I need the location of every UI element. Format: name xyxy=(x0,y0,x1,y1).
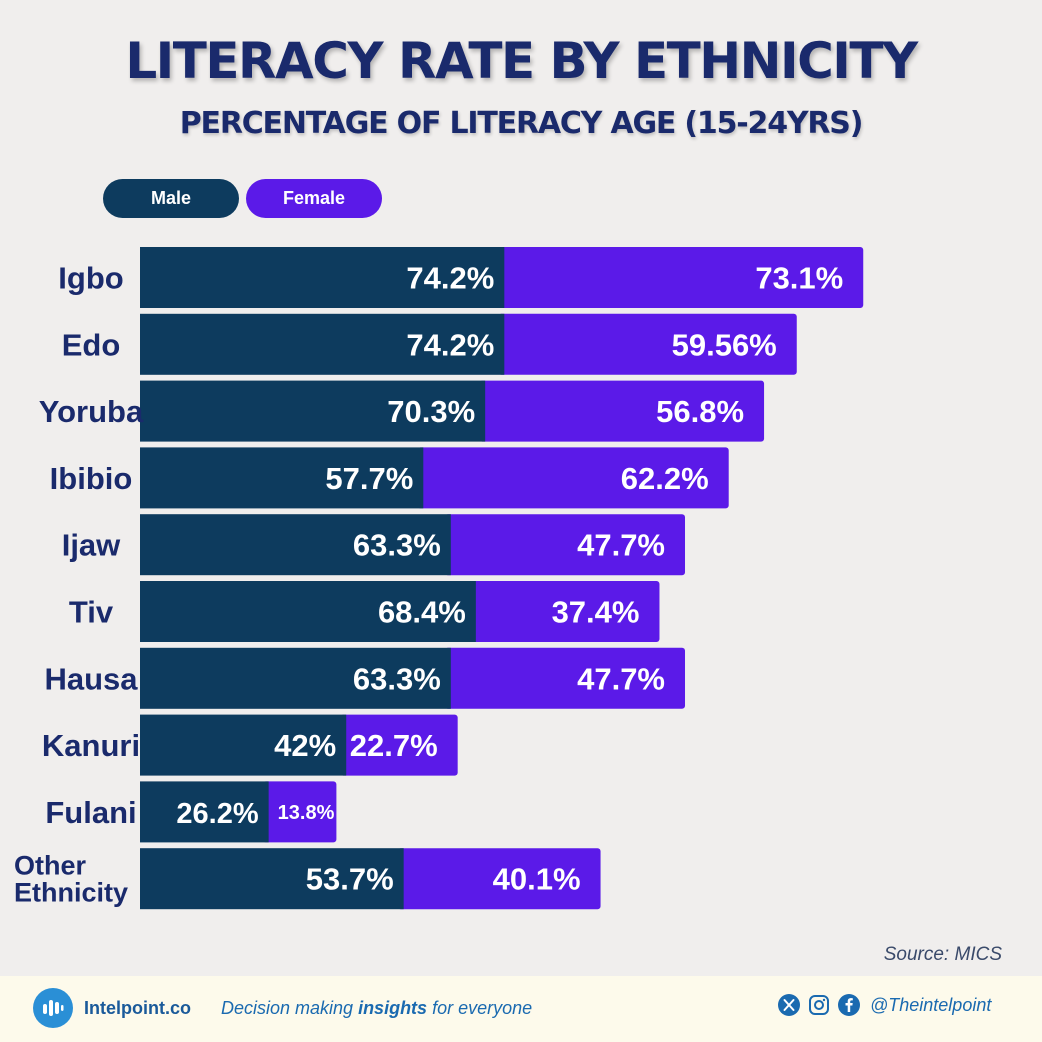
bar-female xyxy=(498,313,797,375)
chart-subtitle: PERCENTAGE OF LITERACY AGE (15-24YRS) xyxy=(179,106,864,141)
data-label-female: 56.8% xyxy=(656,394,744,429)
category-label: Fulani xyxy=(45,795,136,830)
bar-female xyxy=(417,447,729,509)
social-links: @Theintelpoint xyxy=(778,994,991,1016)
chart-title: LITERACY RATE BY ETHNICITY xyxy=(125,32,918,90)
bar-female xyxy=(469,581,660,642)
data-label-female: 47.7% xyxy=(577,528,665,563)
facebook-icon[interactable] xyxy=(838,994,860,1016)
bar-male xyxy=(140,447,424,509)
intelpoint-logo-icon xyxy=(33,988,73,1028)
data-label-male: 26.2% xyxy=(176,798,258,830)
category-label: Edo xyxy=(62,327,121,362)
data-label-female: 47.7% xyxy=(577,661,665,696)
data-label-female: 62.2% xyxy=(621,461,709,496)
category-label: Hausa xyxy=(44,661,138,696)
category-label: Ibibio xyxy=(50,461,133,496)
data-label-male: 63.3% xyxy=(353,528,441,563)
legend-female: Female xyxy=(246,179,382,218)
source-note: Source: MICS xyxy=(883,944,1002,965)
bar-male xyxy=(140,313,505,375)
bar-female xyxy=(498,247,864,308)
bar-male xyxy=(140,848,404,910)
bar-male xyxy=(140,514,451,576)
bar-female xyxy=(444,514,686,576)
bar-male xyxy=(140,380,486,442)
bar-male xyxy=(140,581,476,642)
tagline: Decision making insights for everyone xyxy=(221,998,533,1018)
category-label: Tiv xyxy=(69,595,114,630)
category-label: Ethnicity xyxy=(14,878,128,908)
bar-female xyxy=(444,647,686,709)
data-label-male: 68.4% xyxy=(378,595,466,630)
category-label: Kanuri xyxy=(42,728,140,763)
data-label-male: 63.3% xyxy=(353,661,441,696)
category-label: Other xyxy=(14,851,87,881)
category-label: Ijaw xyxy=(62,528,121,563)
data-label-male: 74.2% xyxy=(406,261,494,296)
instagram-icon[interactable] xyxy=(808,994,830,1016)
bar-male xyxy=(140,714,347,776)
data-label-female: 59.56% xyxy=(672,327,777,362)
social-handle[interactable]: @Theintelpoint xyxy=(870,994,992,1015)
data-label-male: 70.3% xyxy=(387,394,475,429)
data-label-male: 42% xyxy=(274,728,336,763)
bar-female xyxy=(340,714,458,776)
bar-female xyxy=(262,781,337,843)
data-label-female: 37.4% xyxy=(552,595,640,630)
bar-female xyxy=(397,848,601,910)
data-label-female: 22.7% xyxy=(350,728,438,763)
data-label-male: 57.7% xyxy=(325,461,413,496)
brand-name[interactable]: Intelpoint.co xyxy=(84,998,191,1018)
footer: Intelpoint.co Decision making insights f… xyxy=(0,976,1042,1042)
x-twitter-icon[interactable] xyxy=(778,994,800,1016)
data-label-female: 40.1% xyxy=(493,862,581,897)
bar-male xyxy=(140,781,269,843)
data-label-female: 73.1% xyxy=(755,261,843,296)
bar-male xyxy=(140,247,505,308)
legend-male: Male xyxy=(103,179,239,218)
bar-female xyxy=(479,380,765,442)
bar-male xyxy=(140,647,451,709)
category-label: Yoruba xyxy=(39,394,144,429)
data-label-male: 74.2% xyxy=(406,327,494,362)
data-label-male: 53.7% xyxy=(306,862,394,897)
category-label: Igbo xyxy=(58,261,123,296)
data-label-female: 13.8% xyxy=(278,802,335,824)
